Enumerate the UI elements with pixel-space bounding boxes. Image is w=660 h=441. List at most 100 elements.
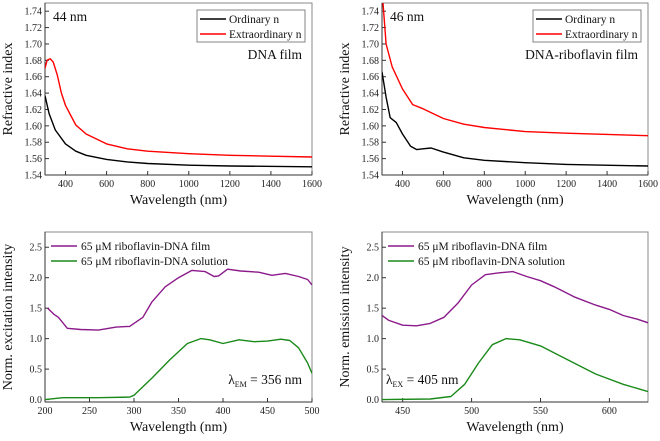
y-tick-label: 1.5 bbox=[367, 304, 380, 315]
y-tick-label: 1.60 bbox=[25, 121, 43, 132]
x-tick-label: 1000 bbox=[515, 179, 535, 190]
x-tick-label: 500 bbox=[464, 406, 479, 417]
y-tick-label: 1.72 bbox=[362, 23, 380, 34]
y-tick-label: 1.58 bbox=[25, 138, 43, 149]
y-tick-label: 2.5 bbox=[30, 243, 43, 254]
legend-label: Ordinary n bbox=[565, 14, 615, 26]
annotation: 46 nm bbox=[390, 9, 425, 24]
x-tick-label: 1400 bbox=[261, 179, 281, 190]
x-tick-label: 600 bbox=[436, 179, 451, 190]
x-tick-label: 550 bbox=[533, 406, 548, 417]
x-tick-label: 1200 bbox=[556, 179, 576, 190]
y-tick-label: 0.5 bbox=[30, 365, 43, 376]
x-tick-label: 1000 bbox=[179, 179, 199, 190]
annotation-subscript: EX bbox=[393, 380, 404, 389]
y-tick-label: 1.5 bbox=[30, 304, 43, 315]
annotation: 44 nm bbox=[53, 9, 88, 24]
x-tick-label: 250 bbox=[82, 406, 97, 417]
y-tick-label: 1.54 bbox=[25, 171, 43, 182]
y-axis-label: Norm. emission intensity bbox=[338, 246, 353, 387]
x-tick-label: 400 bbox=[58, 179, 73, 190]
panel-3: 200 250 300 350 400 450 500 0.0 0.5 1.0 1.5 2.0 2.5 W… bbox=[1, 231, 320, 435]
legend-label: Extraordinary n bbox=[229, 29, 302, 41]
y-tick-label: 1.54 bbox=[362, 171, 380, 182]
annotation-symbol: λ bbox=[386, 372, 393, 387]
y-tick-label: 1.72 bbox=[25, 23, 43, 34]
annotation-symbol: λ bbox=[228, 372, 235, 387]
series-line-1 bbox=[382, 71, 648, 167]
y-tick-label: 1.58 bbox=[362, 138, 380, 149]
y-tick-label: 1.56 bbox=[362, 154, 380, 165]
x-axis-label: Wavelength (nm) bbox=[130, 420, 228, 435]
annotation: λEM = 356 nm bbox=[228, 372, 302, 389]
y-tick-label: 1.0 bbox=[367, 334, 380, 345]
legend-label: Ordinary n bbox=[229, 14, 279, 26]
legend: Ordinary n Extraordinary n bbox=[532, 9, 642, 43]
x-tick-label: 1600 bbox=[302, 179, 322, 190]
x-tick-label: 800 bbox=[140, 179, 155, 190]
series-line-1 bbox=[45, 95, 312, 168]
series-line-1 bbox=[47, 268, 312, 331]
y-tick-label: 1.62 bbox=[25, 105, 43, 116]
legend-label: 65 μM riboflavin-DNA film bbox=[81, 241, 210, 253]
y-tick-label: 0.5 bbox=[367, 365, 380, 376]
y-tick-label: 1.56 bbox=[25, 154, 43, 165]
x-tick-label: 500 bbox=[305, 406, 320, 417]
x-tick-label: 600 bbox=[99, 179, 114, 190]
x-axis-label: Wavelength (nm) bbox=[466, 420, 564, 435]
y-tick-label: 0.0 bbox=[367, 395, 380, 406]
y-tick-label: 2.0 bbox=[367, 273, 380, 284]
x-tick-label: 450 bbox=[395, 406, 410, 417]
x-axis-label: Wavelength (nm) bbox=[466, 193, 564, 208]
y-tick-label: 0.0 bbox=[30, 395, 43, 406]
y-tick-label: 1.68 bbox=[362, 56, 380, 67]
y-axis-label: Refractive index bbox=[1, 43, 16, 136]
legend: 65 μM riboflavin-DNA film 65 μM riboflavi… bbox=[51, 241, 228, 268]
legend-label: 65 μM riboflavin-DNA film bbox=[418, 241, 547, 253]
legend-label: Extraordinary n bbox=[565, 29, 638, 41]
y-tick-label: 2.5 bbox=[367, 243, 380, 254]
annotation-subscript: EM bbox=[235, 380, 247, 389]
annotation: λEX = 405 nm bbox=[386, 372, 459, 389]
y-tick-label: 1.68 bbox=[25, 56, 43, 67]
panel-4: 450 500 550 600 0.0 0.5 1.0 1.5 2.0 2.5 Wavelength… bbox=[338, 231, 649, 435]
series-line-2 bbox=[45, 58, 312, 158]
annotation-text: = 356 nm bbox=[247, 372, 303, 387]
x-tick-label: 200 bbox=[38, 406, 53, 417]
x-tick-label: 600 bbox=[602, 406, 617, 417]
panel-2: 400 600 800 1000 1200 1400 1600 1.54 1.56 1.58 1.6… bbox=[338, 2, 658, 208]
y-tick-label: 1.74 bbox=[362, 7, 380, 18]
x-tick-label: 1200 bbox=[220, 179, 240, 190]
series-line-2 bbox=[382, 337, 648, 401]
y-tick-label: 1.0 bbox=[30, 334, 43, 345]
y-tick-label: 1.66 bbox=[25, 72, 43, 83]
x-axis-label: Wavelength (nm) bbox=[130, 193, 228, 208]
x-tick-label: 400 bbox=[395, 179, 410, 190]
y-tick-label: 1.74 bbox=[25, 7, 43, 18]
x-tick-label: 800 bbox=[477, 179, 492, 190]
legend-box bbox=[532, 9, 642, 43]
x-tick-label: 350 bbox=[171, 406, 186, 417]
annotation: DNA-riboflavin film bbox=[525, 47, 638, 62]
x-tick-label: 1400 bbox=[597, 179, 617, 190]
series-line-2 bbox=[45, 337, 312, 401]
panel-1: 400 600 800 1000 1200 1400 1600 1.54 1.56 1.58 1.6… bbox=[1, 2, 322, 208]
x-tick-label: 450 bbox=[260, 406, 275, 417]
y-tick-label: 1.60 bbox=[362, 121, 380, 132]
legend: 65 μM riboflavin-DNA film 65 μM riboflavi… bbox=[388, 241, 565, 268]
y-tick-label: 1.70 bbox=[25, 39, 43, 50]
legend-box bbox=[196, 9, 306, 43]
y-tick-label: 1.66 bbox=[362, 72, 380, 83]
x-tick-label: 400 bbox=[216, 406, 231, 417]
y-axis-label: Norm. excitation intensity bbox=[1, 244, 16, 391]
annotation-text: = 405 nm bbox=[403, 372, 459, 387]
y-tick-label: 1.64 bbox=[362, 89, 380, 100]
x-tick-label: 300 bbox=[127, 406, 142, 417]
legend-label: 65 μM riboflavin-DNA solution bbox=[418, 256, 565, 268]
series-line-1 bbox=[382, 270, 648, 327]
legend-label: 65 μM riboflavin-DNA solution bbox=[81, 256, 228, 268]
y-axis-label: Refractive index bbox=[338, 43, 353, 136]
y-tick-label: 1.62 bbox=[362, 105, 380, 116]
y-tick-label: 2.0 bbox=[30, 273, 43, 284]
